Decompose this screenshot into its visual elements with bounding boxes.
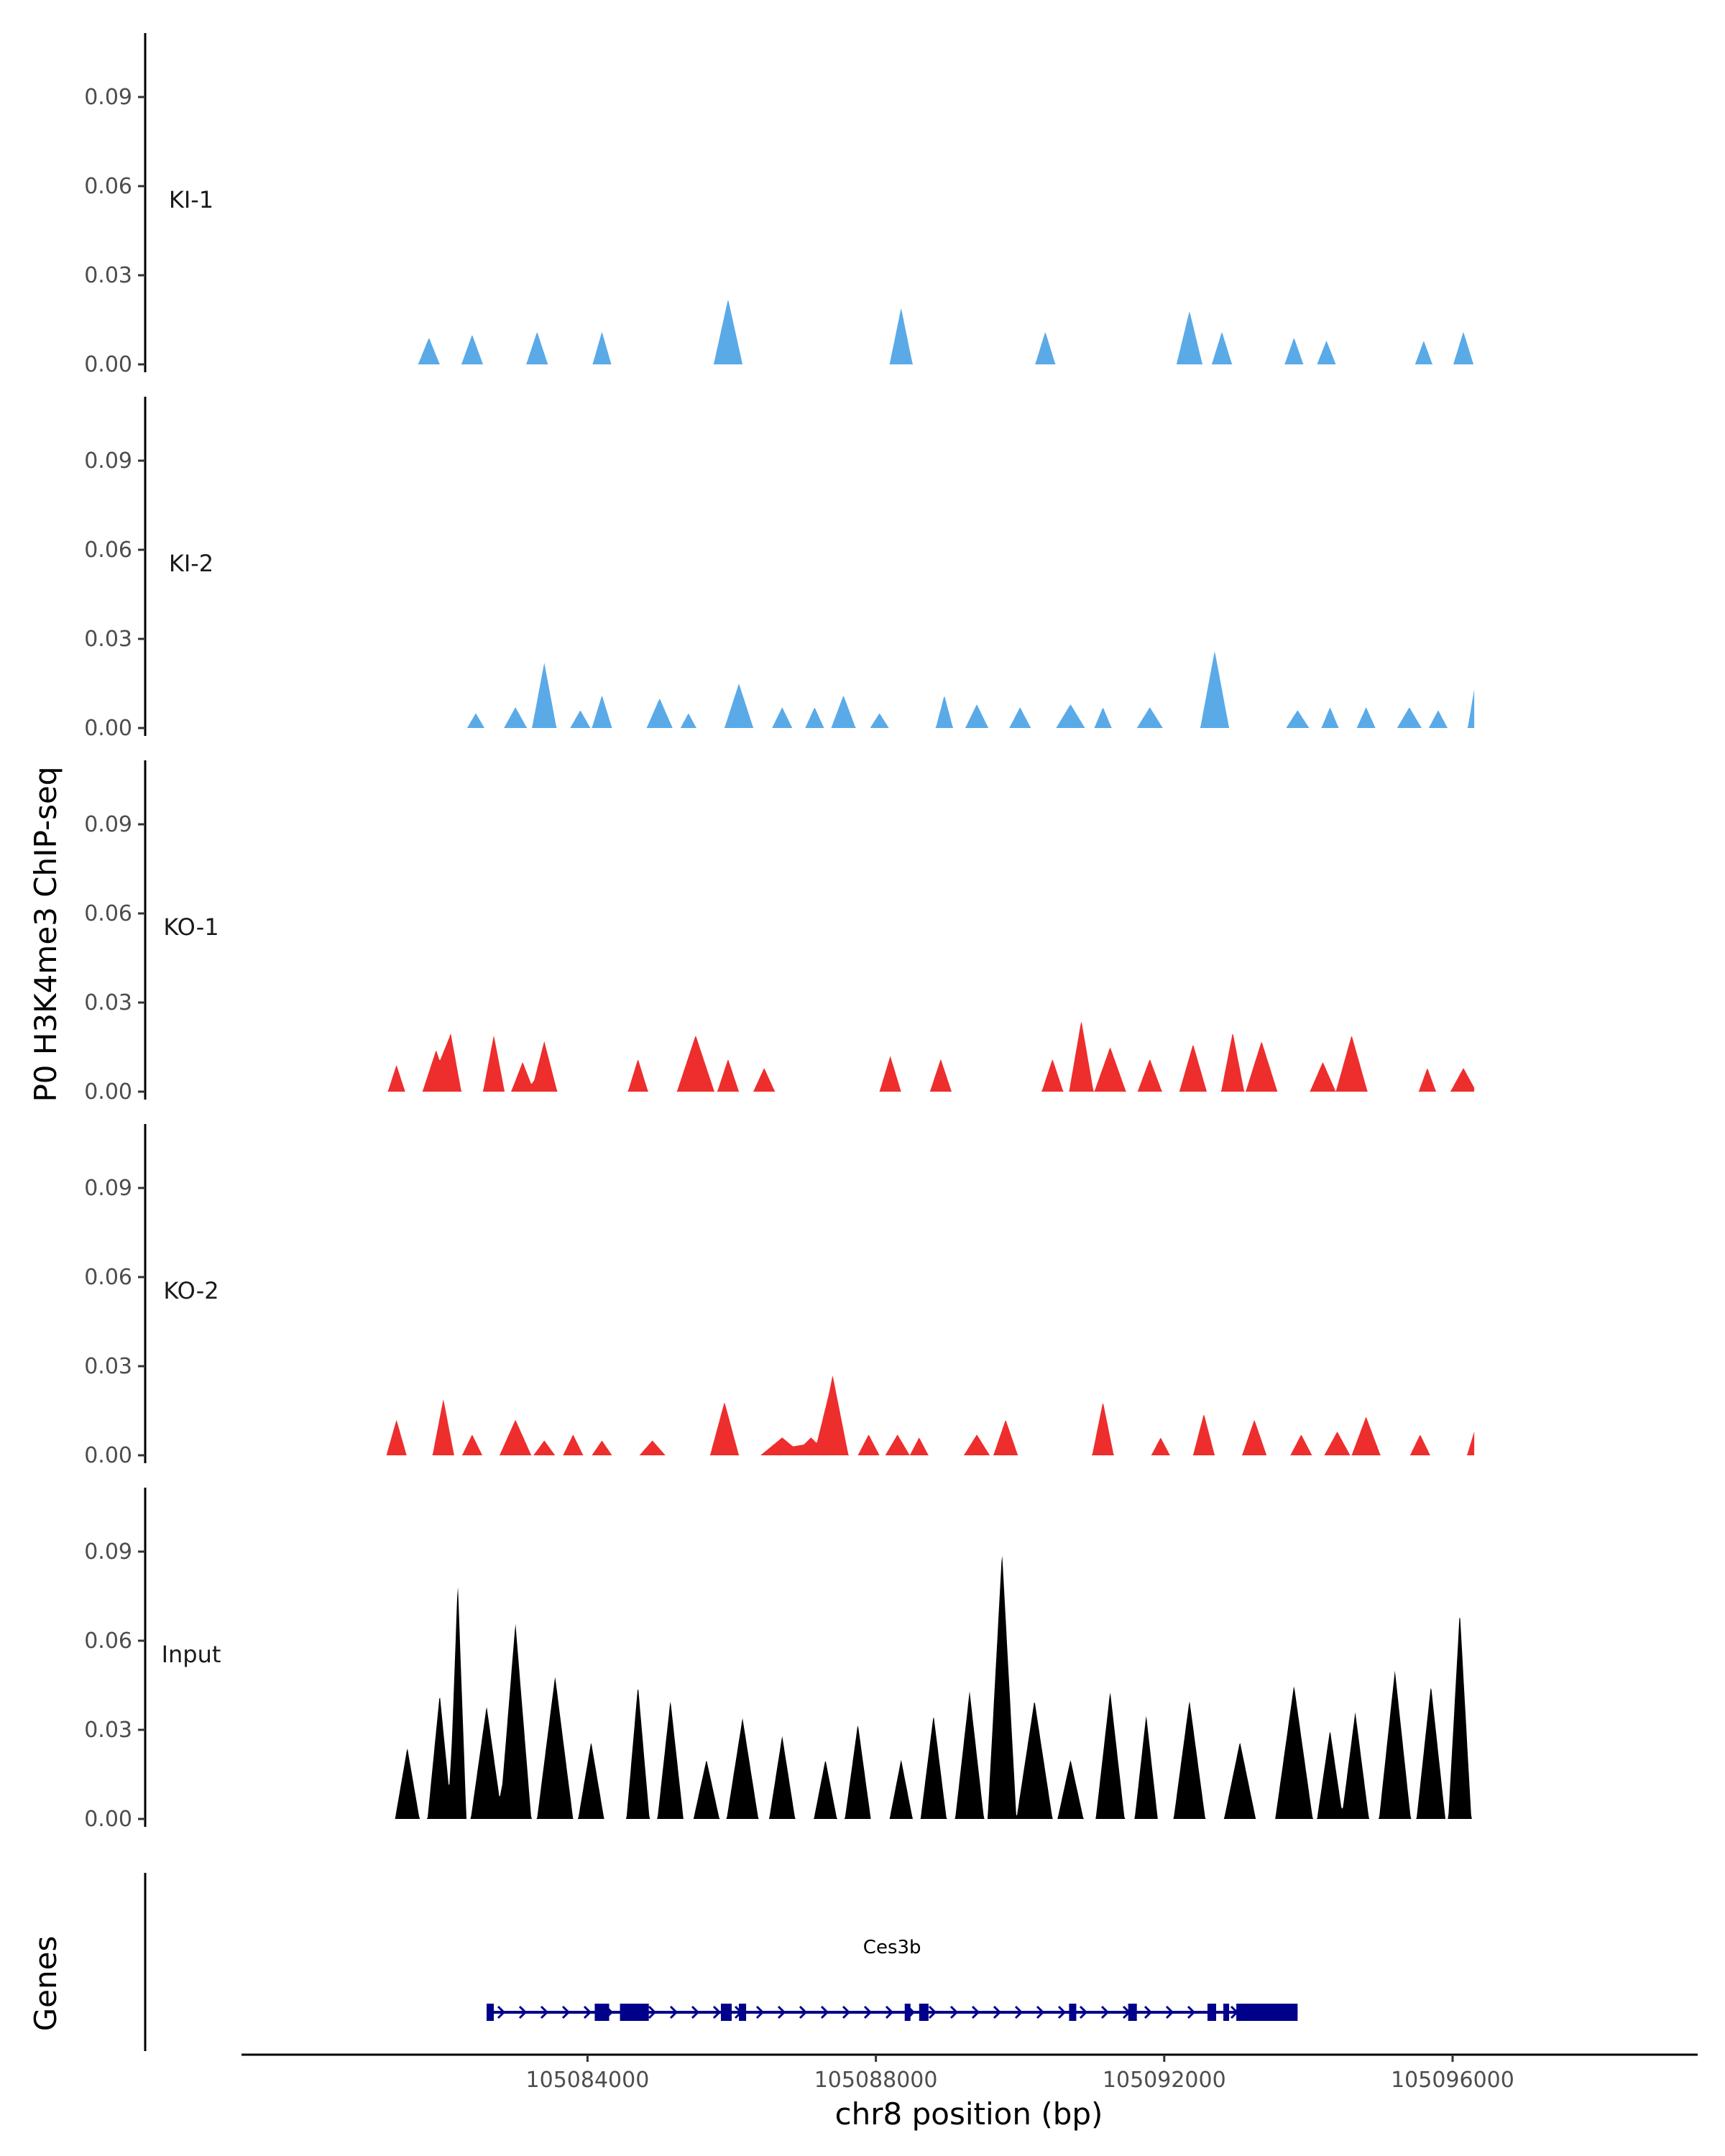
strand-arrow [820,2005,829,2019]
gene-track-label: Genes [28,1936,63,2032]
exon [1069,2004,1077,2021]
strand-arrow [755,2005,765,2019]
y-tick-label: 0.09 [84,812,132,837]
strand-arrow [863,2005,873,2019]
y-tick-label: 0.06 [84,1265,132,1290]
exon [1223,2004,1230,2021]
exon [1236,2004,1298,2021]
strand-arrow [971,2005,980,2019]
exon [620,2004,649,2021]
strand-arrow [1100,2005,1110,2019]
strand-arrow [1165,2005,1174,2019]
strand-arrow [691,2005,700,2019]
x-axis: 105084000 105088000 105092000 105096000 [242,2053,1698,2093]
track-label: Input [162,1641,221,1668]
gene-track: Genes Ces3b [28,1873,1298,2051]
strand-arrow [1057,2005,1067,2019]
track-ki-1: 0.00 0.03 0.06 0.09 KI-1 [84,33,1475,377]
y-tick-label: 0.03 [84,1718,132,1743]
strand-arrow [885,2005,894,2019]
y-tick-label: 0.09 [84,1539,132,1565]
signal-area [385,651,1475,728]
strand-arrow [497,2005,506,2019]
exon [1128,2004,1137,2021]
y-tick-label: 0.06 [84,1628,132,1654]
strand-arrow [993,2005,1002,2019]
strand-arrow [1014,2005,1024,2019]
exon [487,2004,494,2021]
x-tick-label: 105088000 [814,2068,938,2093]
exon [720,2004,732,2021]
y-tick-label: 0.00 [84,716,132,741]
strand-arrow [561,2005,571,2019]
strand-arrow [1144,2005,1153,2019]
exon [739,2004,747,2021]
strand-arrow [949,2005,959,2019]
y-tick-label: 0.03 [84,990,132,1015]
strand-arrow [1187,2005,1196,2019]
track-input: 0.00 0.03 0.06 0.09 Input [84,1488,1475,1832]
strand-arrow [928,2005,937,2019]
x-tick-label: 105096000 [1391,2068,1514,2093]
strand-arrow [648,2005,657,2019]
y-tick-label: 0.03 [84,1354,132,1379]
y-tick-label: 0.03 [84,627,132,652]
y-axis-title: P0 H3K4me3 ChIP-seq [28,766,63,1102]
y-tick-label: 0.00 [84,352,132,377]
y-tick-label: 0.00 [84,1079,132,1105]
strand-arrow [540,2005,549,2019]
exon [919,2004,929,2021]
strand-arrow [842,2005,851,2019]
track-ko-1: 0.00 0.03 0.06 0.09 KO-1 [84,760,1475,1105]
y-tick-label: 0.09 [84,1176,132,1201]
strand-arrow [1036,2005,1045,2019]
track-ko-2: 0.00 0.03 0.06 0.09 KO-2 [84,1124,1475,1468]
y-tick-label: 0.06 [84,538,132,563]
y-tick-label: 0.06 [84,174,132,199]
strand-arrow [518,2005,528,2019]
signal-area [385,1555,1475,1819]
strand-arrow [669,2005,678,2019]
y-tick-label: 0.00 [84,1443,132,1468]
signal-tracks: 0.00 0.03 0.06 0.09 KI-1 0.00 0.03 0.06 0.09 KI-2… [84,33,1475,1832]
strand-arrow [777,2005,786,2019]
x-axis-title: chr8 position (bp) [835,2096,1103,2132]
track-label: KO-2 [163,1277,218,1304]
y-tick-label: 0.06 [84,901,132,926]
track-label: KI-1 [169,186,213,213]
signal-area [385,1376,1475,1455]
y-tick-label: 0.09 [84,85,132,110]
y-tick-label: 0.09 [84,448,132,474]
y-tick-label: 0.03 [84,263,132,288]
x-tick-label: 105084000 [526,2068,650,2093]
signal-area [385,1021,1475,1092]
track-ki-2: 0.00 0.03 0.06 0.09 KI-2 [84,397,1475,741]
exon [904,2004,911,2021]
exon [1207,2004,1217,2021]
track-label: KI-2 [169,550,213,577]
x-tick-label: 105092000 [1103,2068,1226,2093]
strand-arrow [799,2005,808,2019]
track-label: KO-1 [163,913,218,941]
strand-arrow [583,2005,592,2019]
strand-arrow [712,2005,722,2019]
strand-arrow [1079,2005,1088,2019]
exon [594,2004,610,2021]
gene-name: Ces3b [863,1937,921,1958]
y-tick-label: 0.00 [84,1807,132,1832]
